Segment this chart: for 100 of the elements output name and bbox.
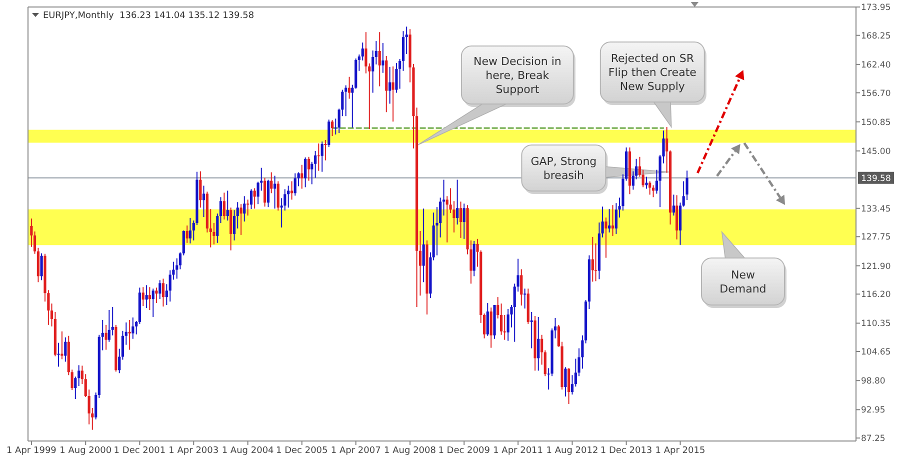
candlestick xyxy=(328,119,330,148)
y-tick-label: 98.80 xyxy=(861,376,886,387)
candlestick xyxy=(645,176,648,190)
x-tick-label: 1 Apr 2015 xyxy=(655,446,706,456)
candlestick xyxy=(307,156,310,182)
candlestick xyxy=(270,172,273,194)
candlestick xyxy=(422,208,425,283)
candlestick xyxy=(230,207,232,251)
x-tick-label: 1 Apr 2007 xyxy=(330,446,381,456)
y-tick-label: 162.40 xyxy=(861,60,891,70)
candlestick xyxy=(253,188,256,210)
annotation: New Demand xyxy=(720,268,766,296)
candlestick xyxy=(274,175,276,210)
x-tick-label: 1 Aug 2008 xyxy=(384,446,436,456)
candlestick xyxy=(348,76,351,100)
candlestick xyxy=(388,66,392,104)
candlestick xyxy=(456,179,459,225)
candlestick xyxy=(266,179,270,208)
candlestick xyxy=(642,169,644,188)
y-tick-label: 121.90 xyxy=(861,262,891,272)
annotation: New Decision in here, Break Support xyxy=(474,55,562,96)
y-tick-label: 116.20 xyxy=(861,290,891,300)
candlestick xyxy=(108,310,110,342)
candlestick xyxy=(320,140,324,172)
candlestick xyxy=(162,278,165,308)
candlestick xyxy=(104,324,108,350)
y-tick-label: 127.75 xyxy=(861,232,891,243)
y-tick-label: 133.45 xyxy=(861,204,891,214)
candlestick xyxy=(240,204,242,236)
candlestick xyxy=(344,84,348,117)
candlestick xyxy=(243,196,246,222)
y-tick-label: 150.85 xyxy=(861,118,891,128)
candlestick xyxy=(300,164,304,190)
candlestick xyxy=(524,288,526,310)
candlestick xyxy=(226,190,229,222)
candlestick xyxy=(304,156,307,188)
y-tick-label: 168.25 xyxy=(861,31,891,42)
x-tick-label: 1 Aug 2000 xyxy=(60,446,112,456)
candlestick xyxy=(202,185,206,218)
candlestick xyxy=(378,32,381,87)
candlestick xyxy=(652,184,655,198)
candlestick xyxy=(287,185,290,208)
candlestick xyxy=(324,139,327,161)
candlestick xyxy=(462,203,466,240)
x-tick-label: 1 Dec 2013 xyxy=(600,446,652,456)
candlestick xyxy=(611,204,614,236)
candlestick xyxy=(30,218,33,248)
candlestick xyxy=(331,120,334,137)
candlestick xyxy=(199,170,202,208)
x-tick-label: 1 Apr 2003 xyxy=(168,446,219,456)
candlestick xyxy=(128,319,131,350)
candlestick xyxy=(222,192,226,220)
candlestick xyxy=(459,201,462,238)
candlestick xyxy=(290,180,294,200)
candlestick xyxy=(392,66,394,122)
y-tick-label: 104.65 xyxy=(861,348,891,358)
candlestick xyxy=(564,366,567,398)
y-tick-label: 92.95 xyxy=(861,406,886,416)
candlestick xyxy=(294,172,296,196)
candlestick xyxy=(520,268,523,306)
candlestick xyxy=(506,308,510,342)
candlestick xyxy=(186,224,188,244)
x-tick-label: 1 Apr 2011 xyxy=(493,446,544,456)
candlestick xyxy=(537,316,540,372)
candlestick xyxy=(111,306,114,336)
candlestick xyxy=(188,218,192,244)
candlestick xyxy=(132,316,134,340)
candlestick xyxy=(40,252,43,281)
candlestick xyxy=(158,280,162,300)
candlestick xyxy=(148,286,151,311)
candlestick xyxy=(486,302,489,336)
y-tick-label: 145.00 xyxy=(861,146,891,157)
candlestick xyxy=(276,180,280,212)
candlestick xyxy=(395,62,398,94)
annotation: GAP, Strong breasih xyxy=(530,155,597,182)
candlestick xyxy=(648,180,652,196)
x-tick-label: 1 Aug 2012 xyxy=(546,446,598,456)
candlestick xyxy=(567,368,570,404)
candlestick xyxy=(672,194,675,216)
candlestick xyxy=(64,336,67,362)
x-tick-label: 1 Dec 2009 xyxy=(438,446,490,456)
candlestick xyxy=(142,286,144,307)
ref-line-label: 139.58 xyxy=(861,174,891,184)
candlestick xyxy=(530,311,533,349)
candlestick xyxy=(155,287,158,304)
candlestick xyxy=(145,284,148,309)
candlestick xyxy=(361,42,364,61)
candlestick xyxy=(604,217,608,258)
annotation: Rejected on SR Flip then Create New Supply xyxy=(608,52,697,93)
y-tick-label: 156.70 xyxy=(861,88,891,99)
candlestick xyxy=(264,177,266,208)
candlestick xyxy=(591,236,594,282)
candlestick xyxy=(246,199,250,216)
text: EURJPY,Monthly 136.23 141.04 135.12 139.58 xyxy=(43,11,254,21)
candlestick xyxy=(250,188,253,210)
x-tick-label: 1 Apr 1999 xyxy=(6,446,57,456)
candlestick xyxy=(608,208,611,233)
candlestick xyxy=(490,307,492,348)
candlestick xyxy=(382,42,384,74)
x-tick-label: 1 Dec 2005 xyxy=(276,446,328,456)
